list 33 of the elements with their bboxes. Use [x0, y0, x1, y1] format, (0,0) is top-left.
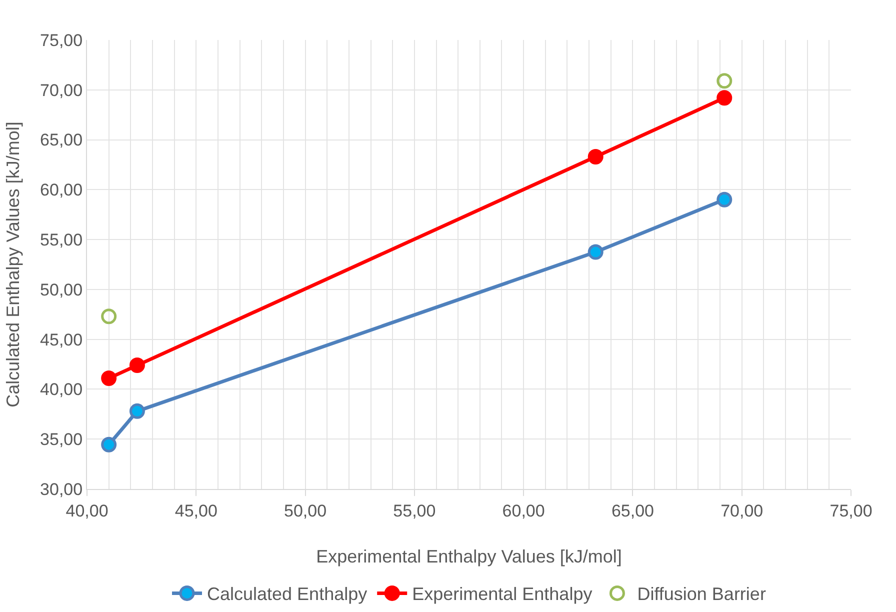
y-tick-label: 30,00 — [40, 480, 83, 499]
y-tick-label: 35,00 — [40, 430, 83, 450]
legend-label: Calculated Enthalpy — [207, 584, 368, 604]
point — [716, 90, 732, 106]
point — [101, 436, 117, 452]
point — [588, 148, 604, 164]
legend-label: Experimental Enthalpy — [412, 584, 592, 604]
y-tick-label: 70,00 — [40, 80, 83, 100]
x-tick-label: 65,00 — [611, 501, 654, 520]
point — [101, 308, 117, 324]
y-tick-label: 55,00 — [40, 230, 83, 250]
point — [716, 73, 732, 89]
point — [129, 358, 145, 374]
point — [588, 244, 604, 260]
y-tick-label: 50,00 — [40, 280, 83, 300]
x-tick-label: 70,00 — [720, 501, 764, 520]
x-tick-label: 60,00 — [502, 501, 545, 520]
x-tick-label: 75,00 — [830, 501, 872, 520]
x-tick-label: 55,00 — [393, 501, 436, 520]
x-axis-title: Experimental Enthalpy Values [kJ/mol] — [316, 546, 622, 566]
point — [101, 370, 117, 386]
y-tick-label: 45,00 — [40, 330, 83, 350]
point — [129, 403, 145, 419]
y-tick-label: 60,00 — [40, 180, 83, 200]
x-tick-label: 50,00 — [284, 501, 327, 520]
x-tick-label: 40,00 — [66, 501, 108, 520]
y-axis-title: Calculated Enthalpy Values [kJ/mol] — [3, 122, 24, 408]
y-tick-label: 65,00 — [40, 130, 83, 150]
y-tick-label: 40,00 — [40, 380, 83, 400]
legend-label: Diffusion Barrier — [637, 584, 766, 604]
point — [716, 192, 732, 208]
x-tick-label: 45,00 — [174, 501, 218, 520]
y-tick-label: 75,00 — [40, 30, 83, 50]
